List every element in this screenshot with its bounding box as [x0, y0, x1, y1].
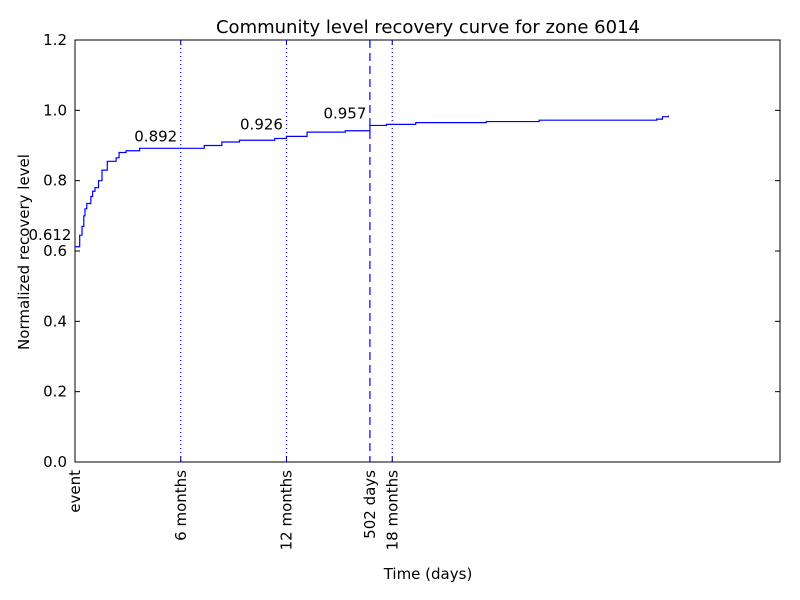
x-tick-label: 6 months	[172, 470, 190, 541]
x-tick-label: 18 months	[383, 470, 401, 551]
x-axis-label: Time (days)	[383, 565, 473, 583]
chart-title: Community level recovery curve for zone …	[216, 17, 640, 38]
data-label: 0.957	[323, 104, 366, 122]
data-label: 0.926	[240, 115, 283, 133]
y-tick-label: 0.2	[43, 383, 67, 401]
y-axis-label: Normalized recovery level	[15, 154, 33, 350]
y-tick-label: 0.4	[43, 312, 67, 330]
y-tick-label: 1.2	[43, 31, 67, 49]
y-tick-label: 0.6	[43, 242, 67, 260]
y-tick-label: 1.0	[43, 101, 67, 119]
y-tick-label: 0.8	[43, 172, 67, 190]
x-tick-label: 502 days	[361, 470, 379, 539]
data-label: 0.612	[29, 226, 72, 244]
data-label: 0.892	[134, 127, 177, 145]
recovery-curve	[75, 115, 669, 248]
x-tick-label: 12 months	[278, 470, 296, 551]
x-tick-label: event	[66, 470, 84, 513]
y-tick-label: 0.0	[43, 453, 67, 471]
